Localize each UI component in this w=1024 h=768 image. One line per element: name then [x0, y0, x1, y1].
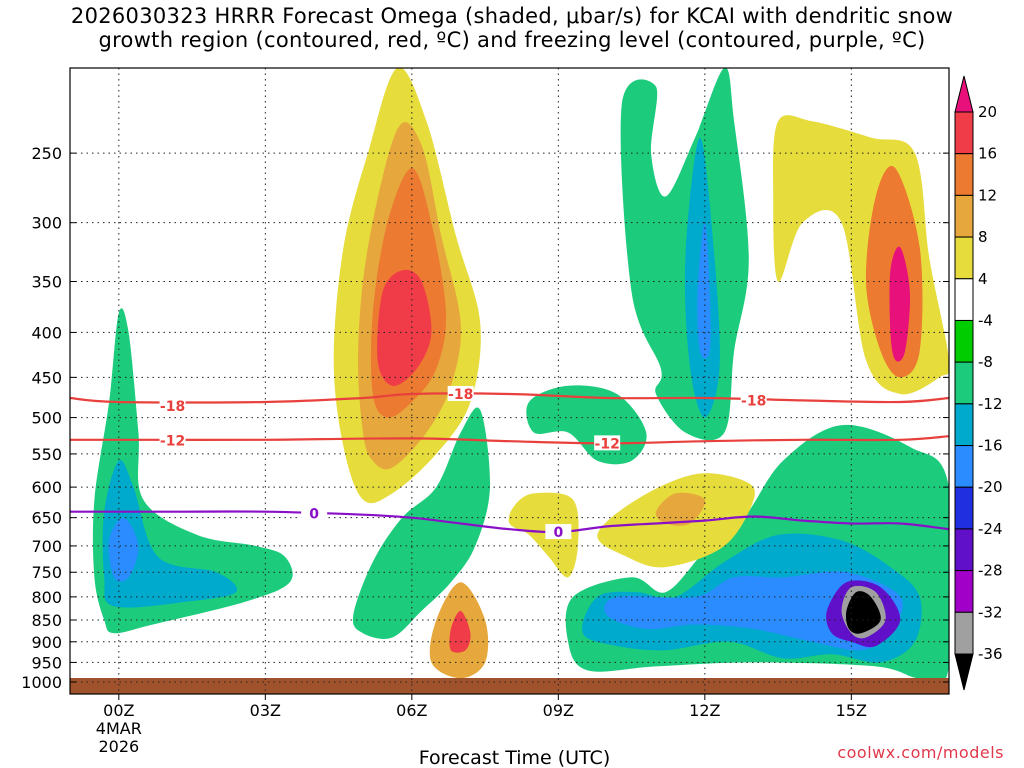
x-tick-sublabel-1: 2026	[98, 737, 139, 756]
colorbar-swatch-2	[954, 153, 974, 196]
colorbar-swatch-8	[954, 403, 974, 447]
colorbar-label-11: -28	[978, 562, 1003, 580]
colorbar-label-10: -24	[978, 520, 1003, 538]
y-tick-label-300: 300	[31, 214, 62, 233]
y-tick-label-750: 750	[31, 563, 62, 582]
y-tick-label-400: 400	[31, 323, 62, 342]
y-tick-label-700: 700	[31, 537, 62, 556]
colorbar-swatch-12	[954, 570, 974, 613]
colorbar-swatch-5	[954, 278, 974, 321]
y-tick-label-650: 650	[31, 509, 62, 528]
colorbar: 20 16 12 8 4 -4 -8 -12 -16 -20 -24 -28 -32 -36	[954, 75, 1003, 691]
y-axis: 250 300 350 400 450 500 550 600 650 700 750 800 850 9…	[21, 144, 949, 692]
y-tick-label-950: 950	[31, 653, 62, 672]
x-tick-label-00Z: 00Z	[103, 701, 134, 720]
title-line-2: growth region (contoured, red, ºC) and f…	[98, 28, 926, 52]
colorbar-label-13: -36	[978, 645, 1003, 663]
ground-surface-band	[70, 678, 949, 694]
colorbar-label-2: 12	[978, 186, 997, 204]
y-tick-label-500: 500	[31, 409, 62, 428]
omega-region-12	[889, 246, 911, 362]
x-tick-label-03Z: 03Z	[250, 701, 281, 720]
contour-label-bg-1	[447, 385, 474, 401]
colorbar-swatch-4	[954, 236, 974, 280]
y-tick-label-900: 900	[31, 633, 62, 652]
colorbar-swatch-6	[954, 319, 974, 363]
omega-region-6	[377, 269, 432, 386]
contour-label-6: 0	[553, 525, 563, 541]
contour-line--18-0	[70, 392, 949, 404]
contour-layer: -18 -18 -18 -12 -12 0 0	[70, 385, 949, 541]
y-tick-label-600: 600	[31, 478, 62, 497]
colorbar-label-5: -4	[978, 311, 993, 329]
contour-label-bg-5	[301, 505, 328, 521]
x-tick-label-06Z: 06Z	[396, 701, 427, 720]
omega-region-18	[845, 591, 881, 634]
contour-label-bg-4	[594, 435, 621, 451]
contour-label-bg-2	[740, 392, 767, 408]
contour-label-5: 0	[309, 507, 319, 523]
colorbar-swatch-1	[954, 111, 974, 155]
colorbar-label-6: -8	[978, 353, 993, 371]
plot-frame	[69, 67, 950, 695]
y-tick-label-350: 350	[31, 272, 62, 291]
contour-label-bg-6	[545, 524, 572, 540]
y-tick-label-850: 850	[31, 611, 62, 630]
contour-label-4: -12	[595, 436, 620, 452]
omega-region-20	[449, 610, 471, 653]
title-line-1: 2026030323 HRRR Forecast Omega (shaded, …	[70, 4, 954, 28]
colorbar-label-0: 20	[978, 103, 997, 121]
grid-layer	[70, 68, 949, 694]
x-tick-sublabel-0: 4MAR	[96, 719, 142, 738]
ground-layer	[70, 678, 949, 694]
contour-label-1: -18	[448, 387, 473, 403]
colorbar-label-8: -16	[978, 437, 1003, 455]
omega-region-15	[604, 571, 903, 651]
y-tick-label-1000: 1000	[21, 673, 62, 692]
omega-region-1	[102, 460, 238, 608]
x-axis-title: Forecast Time (UTC)	[419, 747, 610, 768]
contour-label-3: -12	[160, 434, 185, 450]
y-tick-label-250: 250	[31, 144, 62, 163]
colorbar-top-arrow	[954, 75, 974, 113]
colorbar-swatch-9	[954, 445, 974, 488]
omega-region-2	[108, 517, 139, 582]
contour-label-bg-0	[159, 397, 186, 413]
y-tick-label-550: 550	[31, 445, 62, 464]
omega-region-23	[508, 492, 579, 578]
x-tick-label-09Z: 09Z	[543, 701, 574, 720]
y-tick-label-450: 450	[31, 368, 62, 387]
colorbar-label-9: -20	[978, 478, 1003, 496]
x-tick-label-15Z: 15Z	[836, 701, 867, 720]
y-tick-label-800: 800	[31, 588, 62, 607]
contour-label-2: -18	[741, 393, 766, 409]
colorbar-swatch-10	[954, 486, 974, 530]
contour-label-0: -18	[160, 399, 185, 415]
colorbar-label-3: 8	[978, 228, 988, 246]
colorbar-swatch-3	[954, 194, 974, 238]
chart-title: 2026030323 HRRR Forecast Omega (shaded, …	[0, 4, 1024, 52]
colorbar-label-7: -12	[978, 395, 1003, 413]
colorbar-bottom-arrow	[954, 653, 974, 691]
contour-label-bg-3	[159, 432, 186, 448]
colorbar-label-12: -32	[978, 603, 1003, 621]
credit-link[interactable]: coolwx.com/models	[837, 743, 1004, 762]
colorbar-swatch-13	[954, 611, 974, 655]
colorbar-label-4: 4	[978, 270, 988, 288]
colorbar-swatch-7	[954, 361, 974, 405]
contour-line--12-1	[70, 435, 949, 445]
omega-region-21	[352, 407, 491, 639]
omega-region-9	[697, 222, 711, 359]
colorbar-label-1: 16	[978, 145, 997, 163]
x-tick-label-12Z: 12Z	[689, 701, 720, 720]
colorbar-swatch-11	[954, 528, 974, 572]
